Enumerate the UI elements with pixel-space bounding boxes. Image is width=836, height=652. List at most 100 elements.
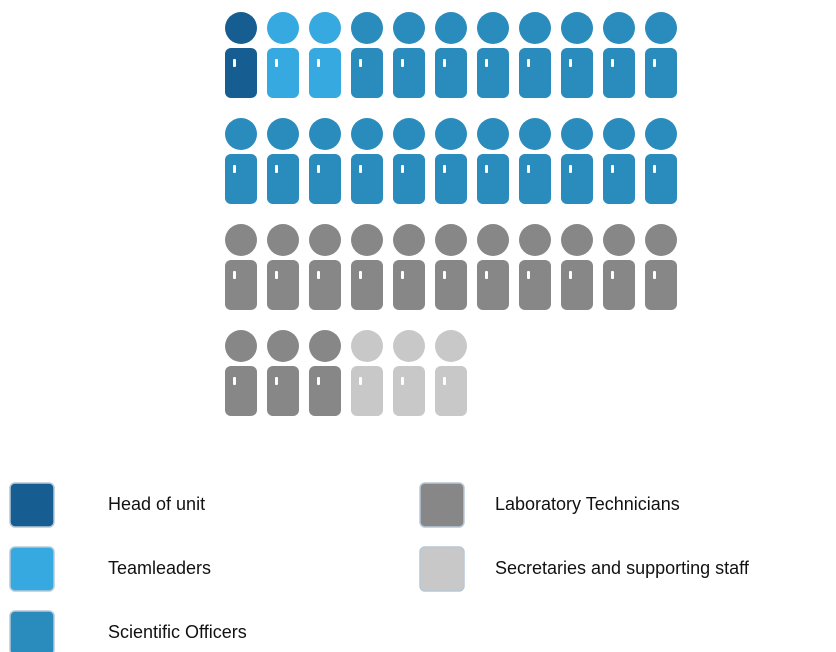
person-icon xyxy=(477,224,509,310)
person-head xyxy=(309,12,341,44)
person-body xyxy=(351,154,383,204)
person-head xyxy=(225,330,257,362)
person-icon xyxy=(645,118,677,204)
person-body xyxy=(267,260,299,310)
person-detail xyxy=(401,271,404,279)
person-detail xyxy=(653,59,656,67)
legend-label: Teamleaders xyxy=(108,558,211,578)
person-head xyxy=(435,330,467,362)
person-body xyxy=(393,154,425,204)
person-icon xyxy=(603,12,635,98)
person-body xyxy=(645,260,677,310)
person-body xyxy=(309,260,341,310)
person-icon xyxy=(393,118,425,204)
person-detail xyxy=(233,59,236,67)
person-detail xyxy=(569,59,572,67)
person-detail xyxy=(359,165,362,173)
person-detail xyxy=(611,165,614,173)
person-detail xyxy=(233,377,236,385)
person-detail xyxy=(527,271,530,279)
person-detail xyxy=(317,377,320,385)
person-head xyxy=(225,224,257,256)
person-detail xyxy=(359,59,362,67)
person-head xyxy=(645,224,677,256)
person-head xyxy=(393,224,425,256)
person-body xyxy=(225,366,257,416)
person-head xyxy=(477,118,509,150)
person-body xyxy=(561,154,593,204)
person-icon xyxy=(519,12,551,98)
person-detail xyxy=(401,165,404,173)
person-head xyxy=(309,224,341,256)
person-icon xyxy=(267,12,299,98)
person-detail xyxy=(233,165,236,173)
person-body xyxy=(225,48,257,98)
person-icon xyxy=(603,118,635,204)
person-body xyxy=(603,260,635,310)
person-icon xyxy=(309,224,341,310)
legend-swatch xyxy=(9,610,55,652)
person-body xyxy=(519,260,551,310)
person-detail xyxy=(443,271,446,279)
person-detail xyxy=(233,271,236,279)
person-body xyxy=(309,154,341,204)
person-head xyxy=(435,224,467,256)
person-icon xyxy=(435,224,467,310)
person-body xyxy=(267,154,299,204)
person-icon xyxy=(645,224,677,310)
person-head xyxy=(267,118,299,150)
person-detail xyxy=(569,165,572,173)
person-detail xyxy=(275,59,278,67)
person-body xyxy=(435,366,467,416)
person-detail xyxy=(317,165,320,173)
person-head xyxy=(435,118,467,150)
person-head xyxy=(477,224,509,256)
person-body xyxy=(477,260,509,310)
person-body xyxy=(351,366,383,416)
person-body xyxy=(645,48,677,98)
person-body xyxy=(519,48,551,98)
person-head xyxy=(519,12,551,44)
person-body xyxy=(351,48,383,98)
person-detail xyxy=(359,377,362,385)
person-head xyxy=(267,330,299,362)
person-head xyxy=(351,12,383,44)
person-icon xyxy=(225,118,257,204)
person-icon xyxy=(351,224,383,310)
person-icon xyxy=(225,330,257,416)
person-icon xyxy=(477,118,509,204)
person-head xyxy=(309,330,341,362)
person-icon xyxy=(435,12,467,98)
person-head xyxy=(603,118,635,150)
person-icon xyxy=(393,12,425,98)
person-icon xyxy=(393,330,425,416)
person-body xyxy=(435,154,467,204)
person-head xyxy=(561,12,593,44)
person-icon xyxy=(351,12,383,98)
person-head xyxy=(267,224,299,256)
person-icon xyxy=(225,224,257,310)
person-head xyxy=(603,224,635,256)
person-body xyxy=(519,154,551,204)
person-icon xyxy=(267,224,299,310)
person-body xyxy=(477,154,509,204)
person-icon xyxy=(267,330,299,416)
legend-label: Scientific Officers xyxy=(108,622,247,642)
legend-label: Secretaries and supporting staff xyxy=(495,558,750,578)
person-body xyxy=(393,48,425,98)
person-body xyxy=(351,260,383,310)
person-head xyxy=(477,12,509,44)
person-body xyxy=(225,154,257,204)
person-head xyxy=(267,12,299,44)
legend-label: Head of unit xyxy=(108,494,205,514)
person-icon xyxy=(393,224,425,310)
person-body xyxy=(309,366,341,416)
person-body xyxy=(393,366,425,416)
person-body xyxy=(393,260,425,310)
person-icon xyxy=(309,12,341,98)
person-head xyxy=(393,12,425,44)
person-head xyxy=(561,224,593,256)
person-head xyxy=(225,118,257,150)
person-body xyxy=(603,48,635,98)
